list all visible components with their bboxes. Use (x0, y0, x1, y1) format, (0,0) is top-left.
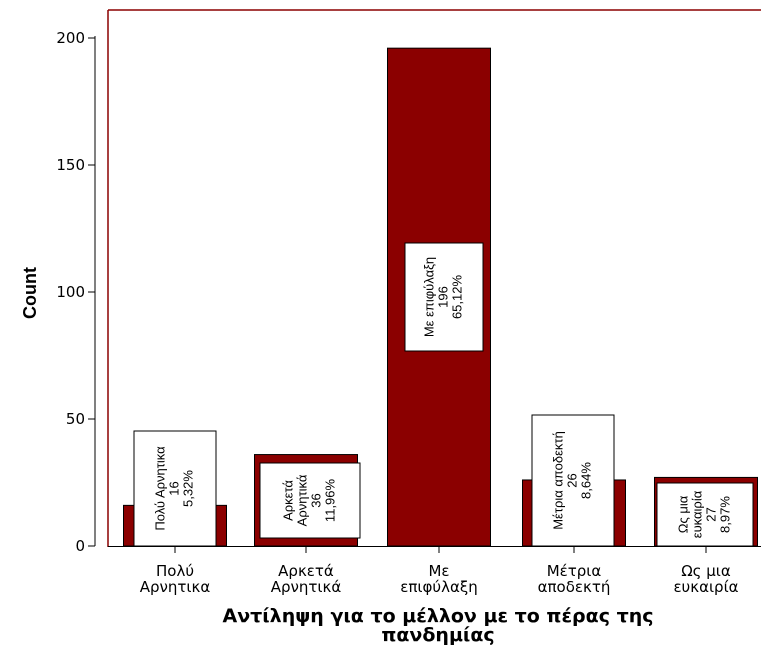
data-label-box-3 (404, 242, 484, 352)
data-label-box-2 (259, 462, 361, 539)
data-label-1-line-1: Πολύ Αρνητικα (152, 446, 167, 531)
x-tick-label-3-line-2: επιφύλαξη (400, 578, 477, 596)
y-tick-label-50: 50 (66, 410, 85, 428)
data-label-box-5 (656, 482, 754, 547)
y-tick-label-0: 0 (75, 537, 85, 555)
data-label-2-line-2: Αρνητικά (294, 474, 309, 526)
plot-frame (107, 9, 761, 547)
data-labels: Πολύ Αρνητικα 16 5,32% Αρκετά Αρνητικά 36 11,9… (133, 242, 754, 547)
data-label-box-4 (531, 414, 615, 547)
x-tick-label-1-line-1: Πολύ (156, 562, 194, 580)
x-tick-label-2-line-2: Αρνητικά (271, 578, 342, 596)
data-label-4-line-3: 8,64% (578, 462, 593, 499)
data-label-3-line-3: 65,12% (449, 275, 464, 320)
data-label-4-line-2: 26 (564, 473, 579, 487)
data-label-box-1 (133, 430, 217, 547)
y-tick-label-150: 150 (56, 156, 85, 174)
data-label-5-line-2: ευκαιρία (689, 490, 704, 538)
data-label-3-line-2: 196 (435, 286, 450, 308)
x-tick-label-5-line-2: ευκαιρία (673, 578, 738, 596)
data-label-3-line-1: Με επιφύλαξη (421, 257, 436, 337)
x-tick-label-4-line-1: Μέτρια (547, 562, 602, 580)
data-label-5: Ως μια ευκαιρία 27 8,97% (656, 482, 754, 547)
x-axis-title-line-2: πανδημίας (381, 624, 494, 646)
data-label-1-line-3: 5,32% (180, 470, 195, 507)
x-axis-title: Αντίληψη για το μέλλον με το πέρας τηςπα… (223, 605, 654, 646)
y-tick-label-100: 100 (56, 283, 85, 301)
data-label-5-line-4: 8,97% (717, 496, 732, 533)
x-tick-label-1-line-2: Αρνητικα (140, 578, 211, 596)
y-axis: 0 50 100 150 200 (56, 29, 96, 555)
x-tick-label-5-line-1: Ως μια (681, 562, 731, 580)
data-label-4: Μέτρια αποδεκτή 26 8,64% (531, 414, 615, 547)
y-axis-title: Count (20, 267, 40, 319)
data-label-2-line-1: Αρκετά (280, 480, 295, 521)
data-label-2-line-4: 11,96% (322, 479, 337, 523)
data-label-1-line-2: 16 (166, 481, 181, 495)
data-label-2: Αρκετά Αρνητικά 36 11,96% (259, 462, 361, 539)
data-label-5-line-1: Ως μια (675, 495, 690, 533)
data-label-5-line-3: 27 (703, 507, 718, 521)
x-axis-title-line-1: Αντίληψη για το μέλλον με το πέρας της (223, 605, 654, 627)
data-label-3: Με επιφύλαξη 196 65,12% (404, 242, 484, 352)
y-tick-label-200: 200 (56, 29, 85, 47)
x-tick-label-2-line-1: Αρκετά (278, 562, 334, 580)
x-tick-label-3-line-1: Με (428, 562, 449, 580)
data-label-4-line-1: Μέτρια αποδεκτή (550, 431, 565, 530)
data-label-2-line-3: 36 (308, 493, 323, 507)
data-label-1: Πολύ Αρνητικα 16 5,32% (133, 430, 217, 547)
x-tick-label-4-line-2: αποδεκτή (538, 578, 611, 596)
